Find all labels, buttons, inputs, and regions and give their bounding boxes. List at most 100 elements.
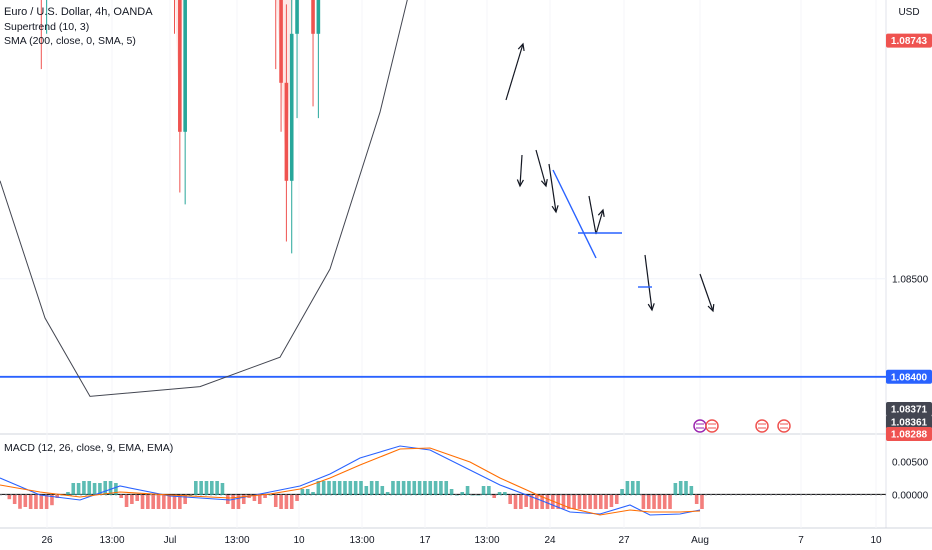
currency-label[interactable]: USD xyxy=(898,7,919,18)
macd-histogram-bar xyxy=(652,495,656,509)
macd-pane xyxy=(0,445,886,516)
macd-histogram-bar xyxy=(7,495,12,500)
macd-histogram-bar xyxy=(337,481,342,495)
macd-histogram-bar xyxy=(23,495,28,507)
candle-body xyxy=(183,0,187,132)
macd-histogram-bar xyxy=(108,481,113,495)
macd-histogram-bar xyxy=(582,495,587,509)
macd-histogram-bar xyxy=(353,481,358,495)
symbol-title[interactable]: Euro / U.S. Dollar, 4h, OANDA xyxy=(4,6,153,18)
macd-histogram-bar xyxy=(252,495,257,501)
price-badge xyxy=(886,369,932,384)
macd-histogram-bar xyxy=(503,492,507,495)
macd-histogram-bar xyxy=(76,483,81,495)
time-axis[interactable]: 26 13:00 Jul 13:00 10 13:00 17 13:00 24 27 Aug 7 10 xyxy=(41,535,882,546)
macd-histogram-bar xyxy=(598,495,603,509)
macd-histogram-bar xyxy=(146,495,150,509)
macd-histogram-bar xyxy=(66,492,70,495)
price-badge xyxy=(886,402,932,416)
sma-legend[interactable]: SMA (200, close, 0, SMA, 5) xyxy=(4,35,136,47)
macd-histogram-bar xyxy=(492,495,496,498)
macd-histogram-bar xyxy=(678,481,683,495)
zigzag-arrow-head xyxy=(597,208,605,218)
macd-histogram-bar xyxy=(18,495,22,509)
macd-histogram-bar xyxy=(268,495,273,496)
drop-arrow-head xyxy=(647,303,655,312)
macd-histogram-bar xyxy=(295,495,299,501)
macd-histogram-bar xyxy=(561,495,566,509)
macd-histogram-bar xyxy=(172,495,177,509)
macd-histogram-bar xyxy=(662,495,667,509)
price-badge-label: 1.08743 xyxy=(891,36,928,47)
macd-histogram-bar xyxy=(449,489,454,495)
supertrend-legend[interactable]: Supertrend (10, 3) xyxy=(4,21,90,33)
macd-histogram-bar xyxy=(694,495,699,504)
candle-body xyxy=(295,0,299,34)
candle-body xyxy=(284,82,289,181)
macd-histogram-bar xyxy=(130,495,134,504)
macd-histogram-bar xyxy=(380,486,385,495)
macd-histogram-bar xyxy=(529,495,534,509)
plot-area[interactable] xyxy=(0,0,886,528)
price-badge-label: 1.08400 xyxy=(891,372,928,383)
event-icon xyxy=(777,419,791,433)
macd-histogram-bar xyxy=(572,495,576,509)
candle-body xyxy=(279,0,283,83)
macd-histogram-bar xyxy=(460,492,465,495)
time-tick-label: Aug xyxy=(691,535,709,546)
time-tick-label: 27 xyxy=(618,535,630,546)
macd-histogram-bar xyxy=(646,495,651,509)
macd-histogram-bar xyxy=(487,486,491,495)
macd-histogram-bar xyxy=(28,495,33,509)
macd-histogram-bar xyxy=(684,481,688,495)
macd-histogram-bar xyxy=(423,481,427,495)
drop-arrow xyxy=(519,154,523,187)
price-badge-label: 1.08361 xyxy=(891,418,928,429)
macd-histogram-bar xyxy=(609,495,614,507)
macd-histogram-bar xyxy=(545,495,550,509)
macd-histogram-bar xyxy=(204,481,209,495)
macd-histogram-bar xyxy=(689,486,694,495)
macd-histogram-bar xyxy=(551,495,555,509)
macd-histogram-bar xyxy=(465,486,470,495)
macd-histogram-bar xyxy=(588,495,592,509)
macd-histogram-bar xyxy=(407,481,411,495)
horizontal-levels[interactable] xyxy=(0,0,886,495)
event-icon xyxy=(705,419,719,433)
macd-histogram-bar xyxy=(364,486,369,495)
macd-histogram-bar xyxy=(44,495,49,509)
macd-histogram-bar xyxy=(241,495,246,504)
macd-histogram-bar xyxy=(119,495,124,498)
grid-lines xyxy=(0,278,886,280)
time-tick-label: 13:00 xyxy=(349,535,374,546)
macd-legend[interactable]: MACD (12, 26, close, 9, EMA, EMA) xyxy=(4,442,174,454)
breakout-arrow-head xyxy=(517,42,525,52)
macd-histogram-bar xyxy=(519,495,523,509)
price-axis[interactable]: 1.085001.090001.095001.100001.105001.110… xyxy=(892,0,929,502)
macd-histogram-bar xyxy=(455,495,459,496)
time-tick-label: 13:00 xyxy=(224,535,249,546)
macd-histogram-bar xyxy=(625,481,630,495)
macd-histogram-bar xyxy=(428,481,433,495)
macd-histogram-bar xyxy=(396,481,401,495)
macd-histogram-bar xyxy=(289,495,294,509)
macd-histogram-bar xyxy=(375,481,379,495)
candle-body xyxy=(311,0,315,34)
macd-histogram-bar xyxy=(114,483,118,495)
candlesticks xyxy=(40,0,321,254)
trend-arrows[interactable] xyxy=(505,42,715,313)
macd-histogram-bar xyxy=(194,481,198,495)
macd-tick-label: 0.00500 xyxy=(892,458,929,469)
macd-histogram-bar xyxy=(508,495,512,504)
macd-histogram-bar xyxy=(657,495,662,509)
time-tick-label: 10 xyxy=(293,535,305,546)
macd-histogram-bar xyxy=(513,495,518,509)
candle-body xyxy=(289,33,294,181)
macd-histogram-bar xyxy=(321,481,326,495)
price-badge xyxy=(886,427,932,441)
macd-histogram-bar xyxy=(348,481,353,495)
macd-histogram-bar xyxy=(417,481,422,495)
economic-events[interactable] xyxy=(693,419,791,433)
macd-histogram-bar xyxy=(263,495,267,498)
